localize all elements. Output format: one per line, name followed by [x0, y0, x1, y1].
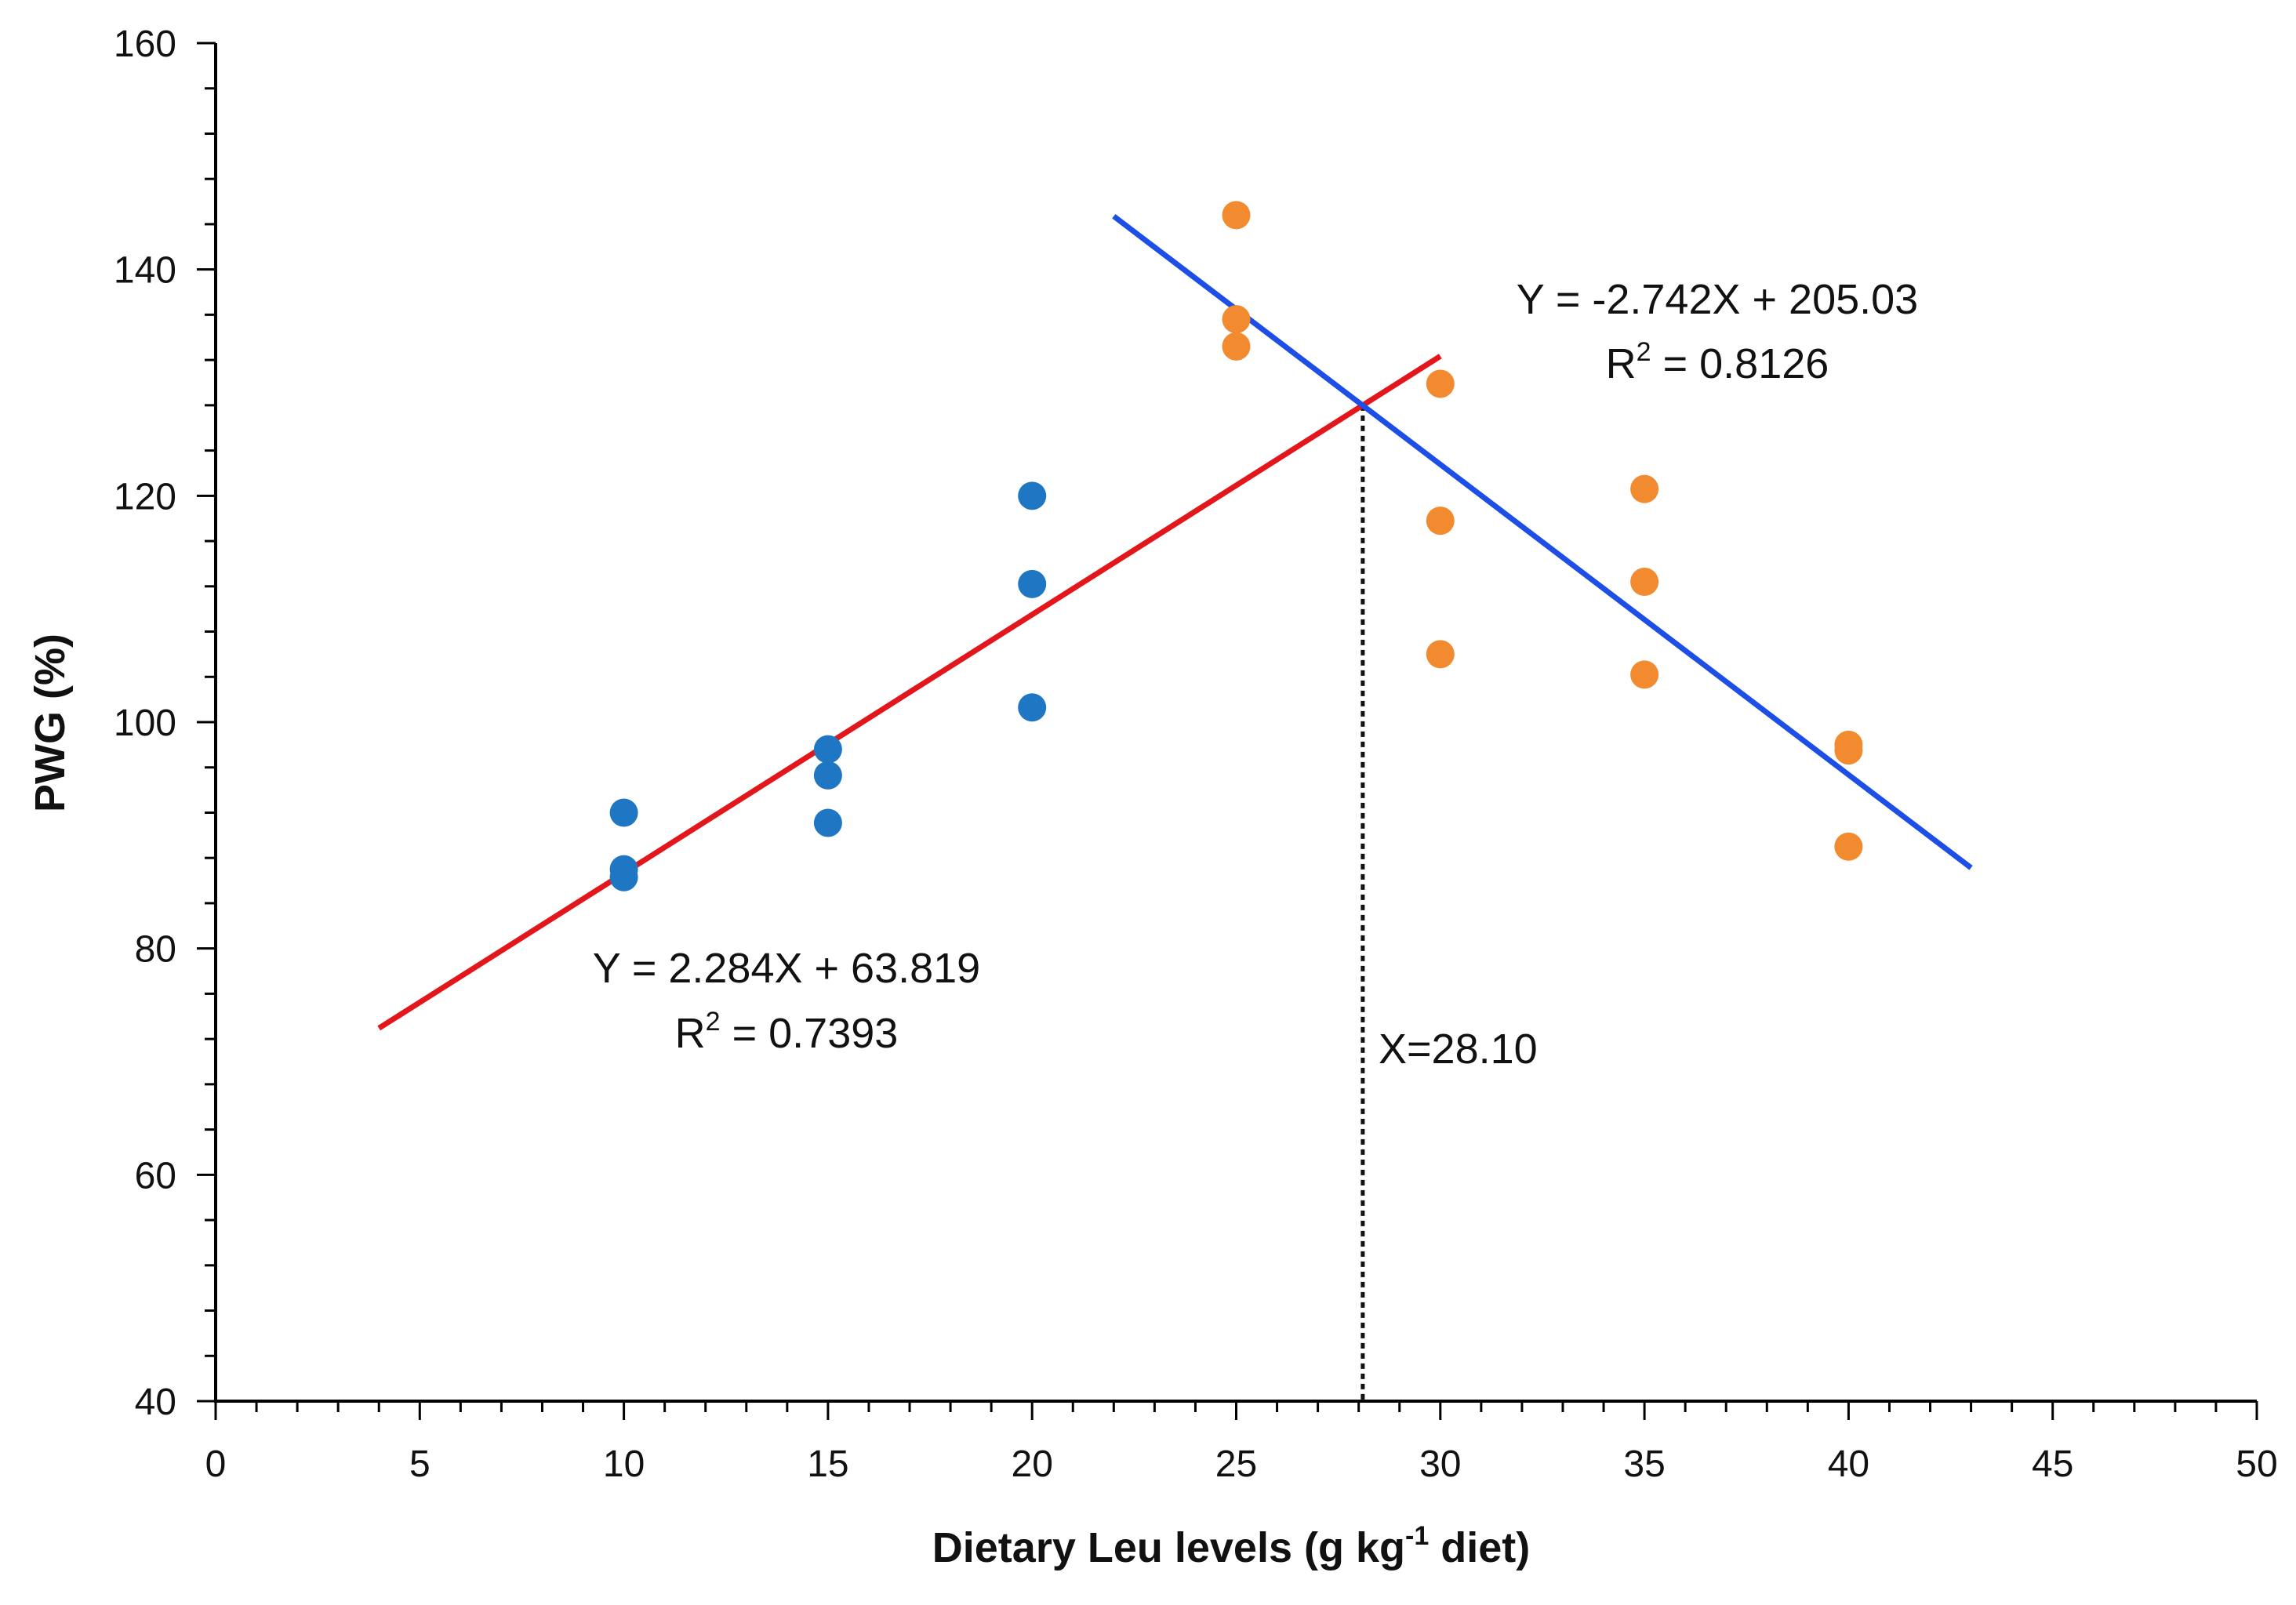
descending-point	[1222, 332, 1251, 361]
x-tick-label: 15	[807, 1443, 848, 1485]
ascending-r2-prefix: R	[675, 1010, 706, 1057]
ascending-equation: Y = 2.284X + 63.819	[593, 945, 980, 992]
x-axis-title: Dietary Leu levels (g kg-1 diet)	[932, 1521, 1530, 1571]
x-tick-label: 10	[603, 1443, 645, 1485]
descending-r2-superscript: 2	[1637, 337, 1651, 367]
ascending-point	[1018, 693, 1047, 722]
x-tick-label: 30	[1419, 1443, 1461, 1485]
descending-point	[1834, 832, 1863, 861]
data-points	[609, 201, 1863, 891]
x-axis-title-main: Dietary Leu levels (g kg	[932, 1524, 1405, 1571]
y-tick-label: 140	[114, 250, 176, 292]
y-ticks	[197, 42, 216, 1403]
y-tick-label: 120	[114, 476, 176, 517]
descending-equation: Y = -2.742X + 205.03	[1517, 276, 1918, 323]
ascending-fit-line	[377, 354, 1442, 1031]
ascending-r2-value: = 0.7393	[721, 1010, 899, 1057]
x-tick-label: 20	[1012, 1443, 1053, 1485]
x-tick-label: 35	[1623, 1443, 1665, 1485]
x-tick-label: 0	[205, 1443, 227, 1485]
y-axis-title: PWG (%)	[27, 634, 74, 812]
x-tick-label: 40	[1828, 1443, 1869, 1485]
x-ticks	[214, 1401, 2258, 1420]
axes	[214, 43, 2257, 1403]
descending-point	[1222, 305, 1251, 334]
ascending-point	[609, 862, 638, 891]
x-axis-title-end: diet)	[1429, 1524, 1530, 1571]
descending-point	[1222, 201, 1251, 230]
x-tick-label: 5	[409, 1443, 430, 1485]
descending-point	[1834, 736, 1863, 765]
descending-r-squared: R2 = 0.8126	[1606, 337, 1829, 387]
descending-r2-prefix: R	[1606, 340, 1637, 387]
fit-lines	[377, 213, 1973, 1031]
descending-point	[1630, 660, 1659, 689]
y-tick-label: 100	[114, 703, 176, 744]
descending-point	[1426, 640, 1455, 669]
breakpoint-label: X=28.10	[1379, 1026, 1538, 1073]
ascending-r-squared: R2 = 0.7393	[675, 1007, 899, 1057]
descending-point	[1426, 369, 1455, 398]
ascending-point	[609, 798, 638, 827]
ascending-point	[813, 735, 842, 764]
x-tick-label: 45	[2032, 1443, 2073, 1485]
descending-point	[1630, 568, 1659, 597]
ascending-point	[1018, 481, 1047, 510]
y-tick-label: 40	[135, 1382, 176, 1423]
y-tick-label: 80	[135, 929, 176, 971]
descending-point	[1426, 507, 1455, 536]
descending-r2-value: = 0.8126	[1651, 340, 1829, 387]
descending-point	[1630, 474, 1659, 503]
x-tick-labels: 0 5 10 15 20 25 30 35 40 45 50	[205, 1443, 2278, 1485]
y-tick-label: 60	[135, 1155, 176, 1196]
ascending-point	[813, 761, 842, 790]
ascending-point	[813, 808, 842, 837]
y-tick-label: 160	[114, 24, 176, 65]
descending-fit-line	[1112, 213, 1973, 870]
x-axis-title-superscript: -1	[1405, 1521, 1429, 1551]
x-tick-label: 50	[2236, 1443, 2277, 1485]
x-tick-label: 25	[1215, 1443, 1257, 1485]
y-tick-labels: 40 60 80 100 120 140 160	[114, 24, 176, 1423]
ascending-point	[1018, 569, 1047, 598]
ascending-r2-superscript: 2	[706, 1007, 721, 1037]
